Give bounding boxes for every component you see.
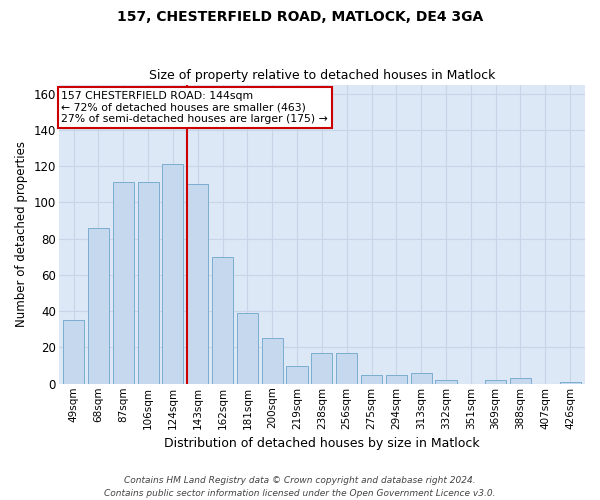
Bar	[187, 184, 208, 384]
Title: Size of property relative to detached houses in Matlock: Size of property relative to detached ho…	[149, 69, 495, 82]
Bar	[560, 382, 581, 384]
Bar	[163, 164, 184, 384]
Bar	[436, 380, 457, 384]
Bar	[63, 320, 84, 384]
Bar	[311, 353, 332, 384]
Y-axis label: Number of detached properties: Number of detached properties	[15, 141, 28, 327]
Bar	[510, 378, 531, 384]
Bar	[88, 228, 109, 384]
X-axis label: Distribution of detached houses by size in Matlock: Distribution of detached houses by size …	[164, 437, 479, 450]
Bar	[361, 374, 382, 384]
Text: Contains HM Land Registry data © Crown copyright and database right 2024.
Contai: Contains HM Land Registry data © Crown c…	[104, 476, 496, 498]
Bar	[410, 373, 432, 384]
Bar	[386, 374, 407, 384]
Bar	[212, 257, 233, 384]
Bar	[336, 353, 357, 384]
Bar	[113, 182, 134, 384]
Bar	[137, 182, 158, 384]
Text: 157, CHESTERFIELD ROAD, MATLOCK, DE4 3GA: 157, CHESTERFIELD ROAD, MATLOCK, DE4 3GA	[117, 10, 483, 24]
Bar	[286, 366, 308, 384]
Text: 157 CHESTERFIELD ROAD: 144sqm
← 72% of detached houses are smaller (463)
27% of : 157 CHESTERFIELD ROAD: 144sqm ← 72% of d…	[61, 90, 328, 124]
Bar	[262, 338, 283, 384]
Bar	[485, 380, 506, 384]
Bar	[237, 313, 258, 384]
